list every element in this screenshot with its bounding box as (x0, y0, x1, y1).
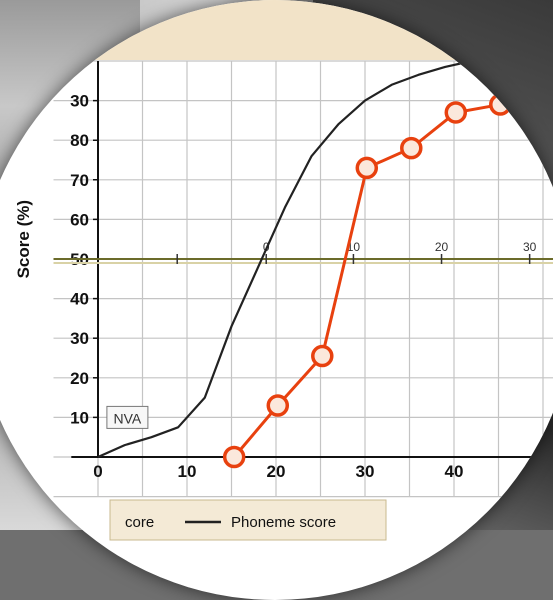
y-tick-label: 40 (70, 290, 89, 309)
y-tick-label: 70 (70, 171, 89, 190)
chart-legend: core Phoneme score (110, 500, 386, 540)
secondary-tick-label: 20 (435, 240, 449, 254)
y-tick-label: 30 (70, 329, 89, 348)
x-tick-label: 10 (178, 462, 197, 481)
legend-label-phoneme: Phoneme score (231, 514, 336, 531)
y-tick-label: 20 (70, 369, 89, 388)
y-tick-label: 80 (70, 131, 89, 150)
core-score-point (402, 139, 421, 158)
nva-label: NVA (114, 410, 142, 426)
y-tick-label: 10 (70, 408, 89, 427)
x-tick-label: 40 (445, 462, 464, 481)
core-score-point (446, 103, 465, 122)
core-score-point (357, 158, 376, 177)
core-score-point (313, 347, 332, 366)
chart-annotations: NVA (107, 406, 148, 428)
core-score-point (268, 396, 287, 415)
core-score-point (225, 448, 244, 467)
y-tick-label: 60 (70, 210, 89, 229)
x-tick-label: 0 (93, 462, 102, 481)
chart-grid (54, 61, 553, 497)
y-axis-label: Score (%) (14, 200, 33, 278)
legend-label-core: core (125, 514, 154, 531)
x-tick-label: 30 (356, 462, 375, 481)
y-tick-label: 30 (70, 92, 89, 111)
secondary-tick-label: 30 (523, 240, 537, 254)
x-tick-label: 20 (267, 462, 286, 481)
